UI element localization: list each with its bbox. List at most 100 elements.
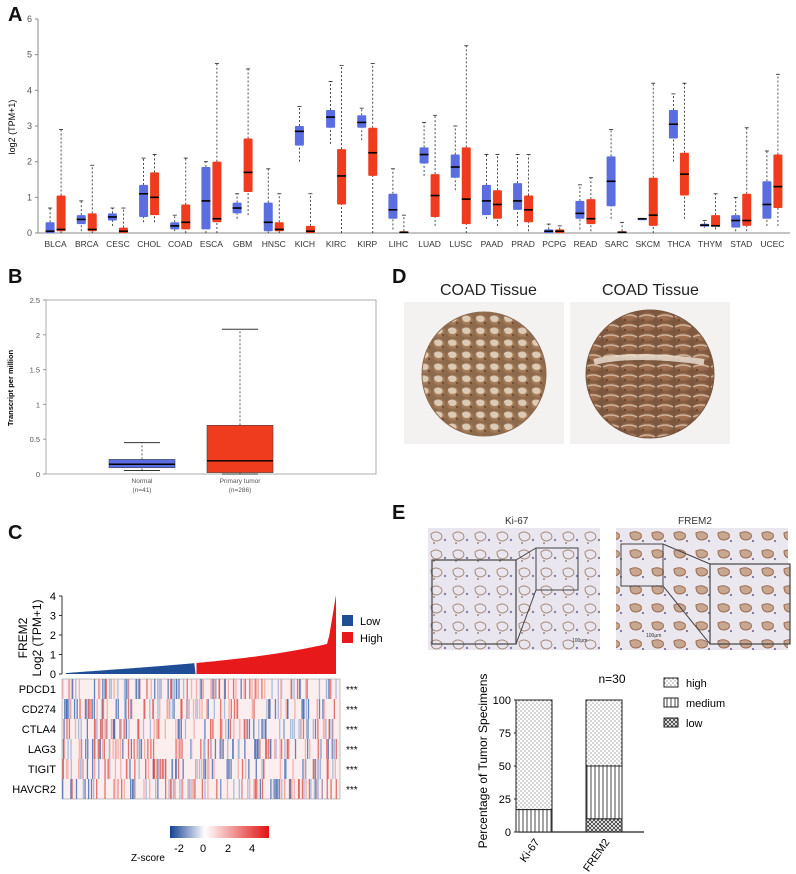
heatmap-cell — [99, 719, 102, 739]
heatmap-cell — [203, 759, 205, 779]
heatmap-cell — [108, 739, 110, 759]
heatmap-cell — [119, 739, 122, 759]
heatmap-cell — [107, 759, 109, 779]
heatmap-cell — [80, 719, 82, 739]
heatmap-cell — [153, 719, 155, 739]
panel-b-ytick-label: 0 — [36, 470, 40, 479]
heatmap-cell — [192, 699, 195, 719]
heatmap-cell — [319, 759, 322, 779]
heatmap-row-label: PDCD1 — [19, 684, 56, 696]
heatmap-cell — [182, 759, 184, 779]
heatmap-cell — [235, 679, 237, 699]
heatmap-cell — [279, 759, 282, 779]
heatmap-cell — [228, 759, 231, 779]
panel-a-xtick-label: BRCA — [75, 239, 99, 249]
colorbar-segment — [216, 826, 220, 838]
colorbar-segment — [236, 826, 240, 838]
panel-c-ylabel-2: Log2 (TPM+1) — [30, 599, 44, 676]
heatmap-cell — [138, 679, 140, 699]
heatmap-cell — [294, 739, 297, 759]
panel-e-legend: high medium low — [663, 677, 725, 730]
heatmap-cell — [280, 679, 282, 699]
heatmap-cell — [186, 699, 188, 719]
heatmap-cell — [182, 779, 184, 799]
colorbar-segment — [184, 826, 188, 838]
heatmap-cell — [101, 739, 104, 759]
heatmap-cell — [219, 739, 222, 759]
heatmap-cell — [167, 679, 169, 699]
panel-a-ytick-label: 1 — [27, 192, 32, 202]
box-normal — [419, 147, 429, 164]
panel-letter-a: A — [8, 4, 23, 26]
heatmap-cell — [67, 699, 69, 719]
heatmap-cell — [305, 719, 308, 739]
heatmap-cell — [85, 739, 87, 759]
colorbar-segment — [219, 826, 223, 838]
heatmap-cell — [255, 679, 258, 699]
legend-low-swatch — [342, 615, 353, 626]
colorbar-segment — [179, 826, 183, 838]
heatmap-cell — [301, 699, 303, 719]
heatmap-cell — [317, 779, 319, 799]
ki67-scale-bar: 100μm — [572, 638, 587, 644]
panel-a-ytick-label: 2 — [27, 157, 32, 167]
panel-a-xtick-label: GBM — [233, 239, 252, 249]
heatmap-cell — [87, 739, 89, 759]
heatmap-cell — [329, 679, 331, 699]
heatmap-cell — [237, 739, 240, 759]
panel-a-yaxis: 0 1 2 3 4 5 6 — [27, 14, 790, 238]
panel-c-ytick-label: 3 — [50, 611, 56, 623]
heatmap-cell — [73, 699, 76, 719]
heatmap-cell — [325, 679, 328, 699]
colorbar-segment — [199, 826, 203, 838]
heatmap-cell — [330, 779, 332, 799]
heatmap-cell — [117, 699, 119, 719]
heatmap-cell — [245, 719, 247, 739]
heatmap-cell — [328, 679, 330, 699]
heatmap-cell — [164, 779, 167, 799]
heatmap-cell — [335, 739, 337, 759]
heatmap-cell — [152, 699, 154, 719]
heatmap-cell — [305, 679, 307, 699]
heatmap-cell — [116, 779, 119, 799]
panel-e-ytick-label: 50 — [499, 761, 511, 773]
heatmap-cell — [131, 779, 134, 799]
box-tumor — [150, 172, 160, 216]
heatmap-cell — [102, 679, 104, 699]
heatmap-cell — [180, 719, 182, 739]
heatmap-cell — [77, 719, 80, 739]
heatmap-cell — [277, 699, 279, 719]
colorbar-segment — [238, 826, 242, 838]
box-tumor — [243, 138, 253, 192]
heatmap-cell — [191, 739, 193, 759]
heatmap-cell — [76, 699, 78, 719]
heatmap-cell — [143, 699, 145, 719]
box-tumor — [586, 199, 596, 225]
heatmap-cell — [324, 719, 326, 739]
heatmap-cell — [71, 779, 73, 799]
heatmap-cell — [105, 719, 107, 739]
panel-letter-c: C — [8, 522, 23, 544]
heatmap-cell — [216, 779, 218, 799]
heatmap-cell — [181, 699, 183, 719]
heatmap-cell — [326, 739, 328, 759]
heatmap-cell — [166, 699, 168, 719]
heatmap-cell — [239, 719, 241, 739]
panel-a-xtick-label: COAD — [168, 239, 193, 249]
heatmap-cell — [130, 699, 132, 719]
heatmap-cell — [230, 759, 232, 779]
heatmap-cell — [245, 759, 247, 779]
heatmap-cell — [202, 679, 205, 699]
heatmap-cell — [317, 739, 319, 759]
heatmap-cell — [123, 719, 125, 739]
panel-b-ytick-label: 1 — [36, 400, 40, 409]
heatmap-cell — [249, 779, 251, 799]
heatmap-cell — [257, 679, 259, 699]
heatmap-cell — [98, 759, 100, 779]
colorbar-segment — [202, 826, 205, 838]
panel-e-ytick-label: 100 — [493, 695, 511, 707]
heatmap-cell — [213, 699, 215, 719]
heatmap-cell — [190, 779, 192, 799]
panel-b-ytick-label: 0.5 — [30, 435, 40, 444]
heatmap-cell — [232, 739, 234, 759]
